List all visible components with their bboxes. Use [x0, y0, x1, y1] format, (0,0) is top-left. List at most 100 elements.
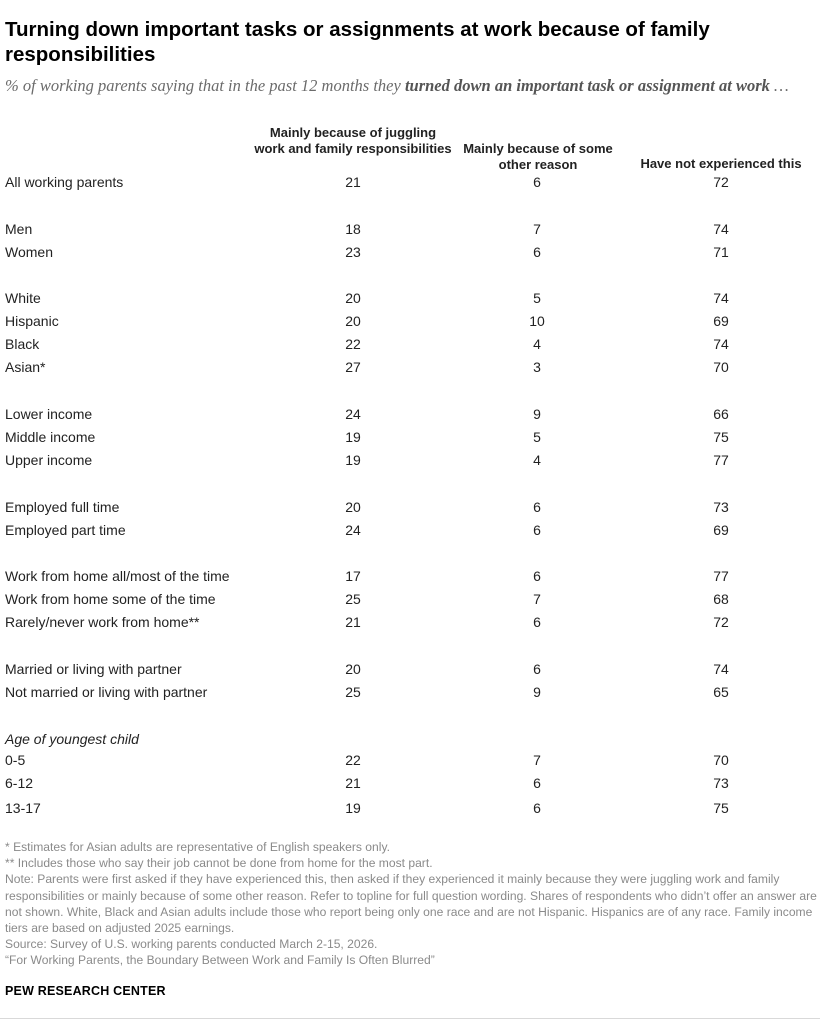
value-not-experienced: 75 [713, 800, 729, 816]
row-label: 13-17 [5, 800, 41, 816]
row-label: Work from home some of the time [5, 591, 216, 607]
value-not-experienced: 74 [713, 336, 729, 352]
table-row: Rarely/never work from home** 21 6 72 [0, 612, 820, 632]
value-other-reason: 7 [533, 221, 541, 237]
value-not-experienced: 66 [713, 406, 729, 422]
value-other-reason: 6 [533, 775, 541, 791]
value-not-experienced: 73 [713, 775, 729, 791]
value-not-experienced: 70 [713, 752, 729, 768]
value-not-experienced: 70 [713, 359, 729, 375]
value-juggling: 20 [345, 313, 361, 329]
value-not-experienced: 73 [713, 499, 729, 515]
value-juggling: 25 [345, 684, 361, 700]
row-label: Upper income [5, 452, 93, 468]
value-juggling: 25 [345, 591, 361, 607]
value-other-reason: 3 [533, 359, 541, 375]
value-other-reason: 6 [533, 244, 541, 260]
row-label: Middle income [5, 429, 96, 445]
value-not-experienced: 74 [713, 661, 729, 677]
value-other-reason: 9 [533, 406, 541, 422]
value-juggling: 27 [345, 359, 361, 375]
value-juggling: 20 [345, 661, 361, 677]
value-other-reason: 7 [533, 752, 541, 768]
value-other-reason: 10 [529, 313, 545, 329]
row-label: Employed full time [5, 499, 120, 515]
column-header-not-experienced: Have not experienced this [640, 156, 802, 171]
value-juggling: 21 [345, 775, 361, 791]
value-juggling: 21 [345, 174, 361, 190]
row-label: Hispanic [5, 313, 59, 329]
table-row: Upper income 19 4 77 [0, 450, 820, 470]
group-label-age-of-youngest-child: Age of youngest child [5, 731, 139, 747]
footnote-asian: * Estimates for Asian adults are represe… [5, 840, 390, 854]
value-not-experienced: 68 [713, 591, 729, 607]
table-row: Not married or living with partner 25 9 65 [0, 682, 820, 702]
value-other-reason: 9 [533, 684, 541, 700]
value-juggling: 22 [345, 752, 361, 768]
value-other-reason: 5 [533, 429, 541, 445]
value-not-experienced: 77 [713, 568, 729, 584]
value-not-experienced: 75 [713, 429, 729, 445]
value-other-reason: 4 [533, 452, 541, 468]
row-label: Married or living with partner [5, 661, 182, 677]
footnote-source: Source: Survey of U.S. working parents c… [5, 937, 378, 952]
value-juggling: 20 [345, 290, 361, 306]
value-other-reason: 6 [533, 800, 541, 816]
subtitle-prefix: % of working parents saying that in the … [5, 76, 405, 95]
value-juggling: 19 [345, 452, 361, 468]
column-header-juggling: Mainly because of juggling work and fami… [254, 125, 452, 156]
table-row: Women 23 6 71 [0, 242, 820, 262]
row-label: White [5, 290, 41, 306]
table-row: Hispanic 20 10 69 [0, 311, 820, 331]
table-row: All working parents 21 6 72 [0, 172, 820, 192]
row-label: Black [5, 336, 40, 352]
footnote-note: Note: Parents were first asked if they h… [5, 872, 820, 936]
table-row: Work from home all/most of the time 17 6 77 [0, 566, 820, 586]
table-row: Men 18 7 74 [0, 219, 820, 239]
value-other-reason: 6 [533, 499, 541, 515]
table-row: Black 22 4 74 [0, 334, 820, 354]
row-label: Rarely/never work from home** [5, 614, 200, 630]
subtitle-emphasis: turned down an important task or assignm… [404, 76, 770, 95]
row-label: Work from home all/most of the time [5, 568, 230, 584]
value-other-reason: 6 [533, 568, 541, 584]
chart-title: Turning down important tasks or assignme… [5, 18, 710, 66]
value-not-experienced: 65 [713, 684, 729, 700]
row-label: Women [5, 244, 53, 260]
row-label: Lower income [5, 406, 93, 422]
value-other-reason: 4 [533, 336, 541, 352]
value-juggling: 23 [345, 244, 361, 260]
value-juggling: 17 [345, 568, 361, 584]
value-other-reason: 7 [533, 591, 541, 607]
value-other-reason: 5 [533, 290, 541, 306]
row-label: Men [5, 221, 33, 237]
table-row: 6-12 21 6 73 [0, 773, 820, 793]
chart-subtitle: % of working parents saying that in the … [5, 75, 817, 97]
subtitle-suffix: … [769, 76, 789, 95]
footnote-report-title: “For Working Parents, the Boundary Betwe… [5, 953, 435, 968]
value-not-experienced: 69 [713, 522, 729, 538]
row-label: 0-5 [5, 752, 26, 768]
value-juggling: 21 [345, 614, 361, 630]
table-row: Lower income 24 9 66 [0, 404, 820, 424]
table-row: Employed full time 20 6 73 [0, 497, 820, 517]
column-header-other-reason: Mainly because of some other reason [463, 141, 613, 172]
bottom-divider [0, 1018, 820, 1019]
value-not-experienced: 77 [713, 452, 729, 468]
table-row: White 20 5 74 [0, 288, 820, 308]
value-not-experienced: 69 [713, 313, 729, 329]
value-other-reason: 6 [533, 174, 541, 190]
footnote-work-from-home: ** Includes those who say their job cann… [5, 856, 433, 871]
row-label: All working parents [5, 174, 124, 190]
table-row: Married or living with partner 20 6 74 [0, 659, 820, 679]
value-other-reason: 6 [533, 522, 541, 538]
table-row: Employed part time 24 6 69 [0, 520, 820, 540]
row-label: Employed part time [5, 522, 126, 538]
value-juggling: 24 [345, 406, 361, 422]
table-row: Asian* 27 3 70 [0, 357, 820, 377]
value-other-reason: 6 [533, 661, 541, 677]
value-not-experienced: 72 [713, 174, 729, 190]
footnotes: * Estimates for Asian adults are represe… [5, 839, 817, 969]
row-label: Not married or living with partner [5, 684, 208, 700]
table-row: 13-17 19 6 75 [0, 798, 820, 818]
